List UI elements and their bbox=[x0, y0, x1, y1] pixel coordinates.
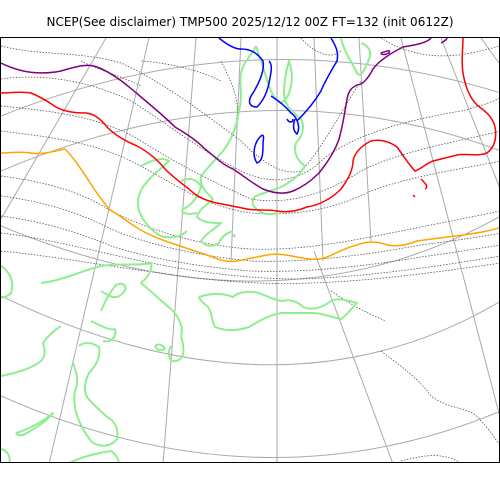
isotherm-line bbox=[380, 38, 499, 57]
coastline-maritimes bbox=[15, 412, 54, 437]
meridian bbox=[162, 38, 197, 462]
isotherm-line bbox=[140, 60, 222, 82]
isotherm-orange bbox=[1, 148, 499, 263]
isotherm-line bbox=[1, 232, 499, 280]
isotherm-line bbox=[400, 455, 460, 462]
meridian bbox=[230, 38, 242, 262]
isotherm-line bbox=[1, 130, 499, 215]
meridian bbox=[48, 38, 150, 462]
coastline-quebec bbox=[1, 325, 62, 377]
coastline-islands bbox=[180, 177, 202, 215]
isotherm-line bbox=[1, 195, 499, 262]
coastline-canada bbox=[1, 265, 14, 299]
dotted-isotherms bbox=[1, 38, 499, 462]
coastline-greenland-west bbox=[196, 45, 257, 247]
isotherm-line bbox=[1, 250, 499, 284]
meridian bbox=[1, 38, 107, 220]
meridian bbox=[440, 38, 499, 188]
map-point-marker: x bbox=[233, 233, 236, 238]
meridian bbox=[313, 250, 393, 462]
coastline-hudson bbox=[100, 282, 127, 312]
coastline-baffin bbox=[136, 157, 188, 239]
isotherm-red bbox=[1, 38, 497, 213]
isotherm-line bbox=[1, 76, 499, 181]
latitude-line bbox=[1, 216, 499, 282]
isotherm-purple bbox=[1, 38, 448, 194]
latitude-line bbox=[1, 295, 499, 366]
meridian bbox=[358, 38, 372, 242]
isotherm-coldest bbox=[218, 38, 339, 164]
coastline-iceland bbox=[198, 290, 358, 331]
isotherm-line bbox=[1, 45, 362, 173]
latitude-line bbox=[1, 395, 499, 459]
isotherm-line bbox=[80, 60, 142, 87]
isotherm-line bbox=[1, 215, 499, 272]
coastline-ellesmere bbox=[340, 38, 372, 76]
longitude-lines bbox=[1, 38, 499, 462]
coastline-labrador bbox=[90, 320, 117, 343]
isotherm-line bbox=[1, 175, 499, 250]
coastline-us-northeast bbox=[68, 450, 120, 462]
isotherm-line bbox=[380, 350, 499, 445]
latitude-line bbox=[1, 59, 499, 117]
latitude-lines bbox=[1, 59, 499, 459]
meridian bbox=[400, 38, 499, 416]
coastline-fragment bbox=[154, 343, 166, 352]
map-title: NCEP(See disclaimer) TMP500 2025/12/12 0… bbox=[46, 15, 454, 29]
latitude-line bbox=[1, 110, 499, 172]
meridian bbox=[480, 38, 499, 65]
isotherm-line bbox=[330, 290, 387, 322]
meridian bbox=[313, 38, 324, 262]
coastlines bbox=[1, 38, 372, 462]
isotherm-line bbox=[1, 105, 499, 202]
coastline-south-edge bbox=[1, 448, 11, 462]
coastline-newfoundland bbox=[72, 342, 119, 447]
isotherm-line bbox=[220, 60, 238, 122]
coastline-canada-north bbox=[40, 262, 185, 363]
map-canvas: x bbox=[1, 38, 499, 462]
map-panel[interactable]: x bbox=[0, 37, 500, 463]
isotherm-line bbox=[300, 38, 342, 56]
